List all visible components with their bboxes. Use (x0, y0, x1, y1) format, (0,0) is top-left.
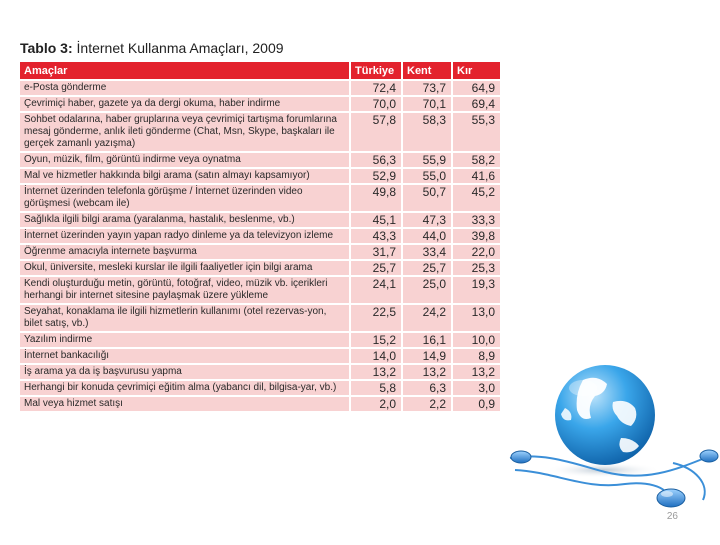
row-label: Okul, üniversite, mesleki kurslar ile il… (20, 260, 351, 277)
cell-kir: 8,9 (452, 348, 500, 365)
row-label: Öğrenme amacıyla internete başvurma (20, 244, 351, 261)
cell-kent: 25,7 (402, 260, 453, 277)
cell-turkiye: 45,1 (350, 212, 403, 229)
cell-kent: 47,3 (402, 212, 453, 229)
cell-turkiye: 5,8 (350, 380, 403, 397)
cell-kent: 58,3 (402, 112, 453, 153)
cell-kir: 0,9 (452, 396, 500, 413)
cell-kir: 3,0 (452, 380, 500, 397)
row-label: Oyun, müzik, film, görüntü indirme veya … (20, 152, 351, 169)
cell-kir: 19,3 (452, 276, 500, 305)
cell-kent: 24,2 (402, 304, 453, 333)
table-row: Çevrimiçi haber, gazete ya da dergi okum… (20, 96, 500, 113)
table-row: Oyun, müzik, film, görüntü indirme veya … (20, 152, 500, 169)
row-label: Seyahat, konaklama ile ilgili hizmetleri… (20, 304, 351, 333)
cell-turkiye: 25,7 (350, 260, 403, 277)
cell-kir: 58,2 (452, 152, 500, 169)
cell-kent: 73,7 (402, 80, 453, 97)
row-label: e-Posta gönderme (20, 80, 351, 97)
cell-kir: 33,3 (452, 212, 500, 229)
row-label: Herhangi bir konuda çevrimiçi eğitim alm… (20, 380, 351, 397)
cell-kent: 55,0 (402, 168, 453, 185)
table-title: Tablo 3: İnternet Kullanma Amaçları, 200… (20, 40, 284, 56)
row-label: İnternet üzerinden yayın yapan radyo din… (20, 228, 351, 245)
table-row: Mal ve hizmetler hakkında bilgi arama (s… (20, 168, 500, 185)
cell-turkiye: 52,9 (350, 168, 403, 185)
row-label: Sohbet odalarına, haber gruplarına veya … (20, 112, 351, 153)
globe-illustration (505, 360, 720, 540)
table-row: İnternet bankacılığı 14,0 14,9 8,9 (20, 348, 500, 365)
cell-turkiye: 43,3 (350, 228, 403, 245)
table-row: Sohbet odalarına, haber gruplarına veya … (20, 112, 500, 153)
table-row: İnternet üzerinden yayın yapan radyo din… (20, 228, 500, 245)
cell-turkiye: 31,7 (350, 244, 403, 261)
cell-kent: 6,3 (402, 380, 453, 397)
row-label: Mal ve hizmetler hakkında bilgi arama (s… (20, 168, 351, 185)
header-kir: Kır (452, 62, 500, 81)
cell-kir: 13,2 (452, 364, 500, 381)
page-number: 26 (666, 511, 678, 522)
cell-kir: 64,9 (452, 80, 500, 97)
table-header-row: Amaçlar Türkiye Kent Kır (20, 62, 500, 81)
cell-turkiye: 14,0 (350, 348, 403, 365)
row-label: İnternet üzerinden telefonla görüşme / İ… (20, 184, 351, 213)
table-row: Yazılım indirme 15,2 16,1 10,0 (20, 332, 500, 349)
cell-turkiye: 22,5 (350, 304, 403, 333)
cell-kent: 33,4 (402, 244, 453, 261)
cell-kent: 25,0 (402, 276, 453, 305)
cell-kent: 70,1 (402, 96, 453, 113)
table-row: Okul, üniversite, mesleki kurslar ile il… (20, 260, 500, 277)
table-row: İnternet üzerinden telefonla görüşme / İ… (20, 184, 500, 213)
cell-kir: 10,0 (452, 332, 500, 349)
cell-kent: 13,2 (402, 364, 453, 381)
cell-turkiye: 24,1 (350, 276, 403, 305)
table-row: Seyahat, konaklama ile ilgili hizmetleri… (20, 304, 500, 333)
table-title-label: Tablo 3: (20, 40, 73, 56)
cell-kir: 41,6 (452, 168, 500, 185)
row-label: Kendi oluşturduğu metin, görüntü, fotoğr… (20, 276, 351, 305)
table-row: İş arama ya da iş başvurusu yapma 13,2 13,… (20, 364, 500, 381)
table-title-text: İnternet Kullanma Amaçları, 2009 (72, 40, 284, 56)
cell-turkiye: 13,2 (350, 364, 403, 381)
cell-turkiye: 70,0 (350, 96, 403, 113)
cell-turkiye: 2,0 (350, 396, 403, 413)
row-label: İnternet bankacılığı (20, 348, 351, 365)
table-row: Kendi oluşturduğu metin, görüntü, fotoğr… (20, 276, 500, 305)
cell-kir: 45,2 (452, 184, 500, 213)
cell-kir: 55,3 (452, 112, 500, 153)
row-label: Yazılım indirme (20, 332, 351, 349)
table-row: Öğrenme amacıyla internete başvurma 31,7 3… (20, 244, 500, 261)
cell-kir: 25,3 (452, 260, 500, 277)
cell-kir: 13,0 (452, 304, 500, 333)
cell-kent: 44,0 (402, 228, 453, 245)
header-turkiye: Türkiye (350, 62, 403, 81)
cell-turkiye: 72,4 (350, 80, 403, 97)
header-kent: Kent (402, 62, 453, 81)
cell-kent: 2,2 (402, 396, 453, 413)
cell-kir: 69,4 (452, 96, 500, 113)
row-label: Çevrimiçi haber, gazete ya da dergi okum… (20, 96, 351, 113)
cell-turkiye: 15,2 (350, 332, 403, 349)
row-label: Sağlıkla ilgili bilgi arama (yaralanma, … (20, 212, 351, 229)
cell-turkiye: 49,8 (350, 184, 403, 213)
internet-usage-table: Amaçlar Türkiye Kent Kır e-Posta gönderm… (20, 62, 500, 413)
cell-kent: 50,7 (402, 184, 453, 213)
row-label: İş arama ya da iş başvurusu yapma (20, 364, 351, 381)
cell-kent: 55,9 (402, 152, 453, 169)
globe-mouse-icon (509, 365, 719, 508)
header-purposes: Amaçlar (20, 62, 351, 81)
table-row: Mal veya hizmet satışı 2,0 2,2 0,9 (20, 396, 500, 413)
cell-kir: 22,0 (452, 244, 500, 261)
cell-kir: 39,8 (452, 228, 500, 245)
table-row: Sağlıkla ilgili bilgi arama (yaralanma, … (20, 212, 500, 229)
cell-turkiye: 57,8 (350, 112, 403, 153)
cell-turkiye: 56,3 (350, 152, 403, 169)
cell-kent: 16,1 (402, 332, 453, 349)
table-row: e-Posta gönderme 72,4 73,7 64,9 (20, 80, 500, 97)
row-label: Mal veya hizmet satışı (20, 396, 351, 413)
cell-kent: 14,9 (402, 348, 453, 365)
table-row: Herhangi bir konuda çevrimiçi eğitim alm… (20, 380, 500, 397)
